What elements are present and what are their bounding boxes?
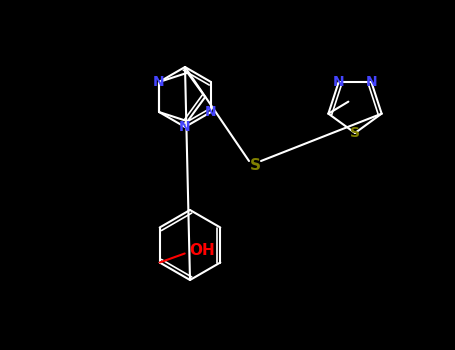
Text: N: N <box>333 75 344 89</box>
Text: S: S <box>249 158 261 173</box>
Text: N: N <box>366 75 377 89</box>
Text: S: S <box>350 126 360 140</box>
Text: N: N <box>179 120 191 134</box>
Text: N: N <box>153 75 165 89</box>
Text: OH: OH <box>190 243 215 258</box>
Text: N: N <box>205 105 217 119</box>
